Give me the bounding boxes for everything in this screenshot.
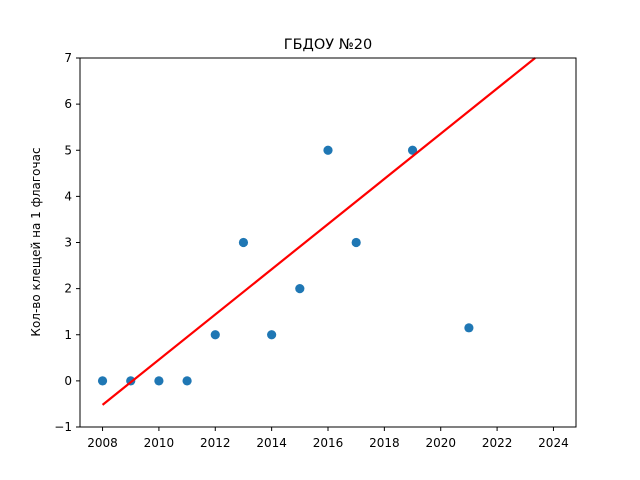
data-point — [154, 376, 164, 386]
data-point — [351, 237, 361, 248]
data-point — [97, 376, 108, 386]
plot-area — [97, 57, 536, 406]
y-tick-label: 1 — [64, 328, 72, 342]
x-tick-label: 2008 — [87, 436, 118, 450]
x-tick-label: 2010 — [144, 436, 175, 450]
data-point — [267, 330, 277, 340]
data-point — [407, 145, 418, 155]
y-tick-label: 7 — [64, 51, 72, 65]
y-tick-label: 5 — [64, 143, 72, 157]
x-tick-label: 2014 — [256, 436, 287, 450]
y-axis: −1 0 1 2 3 4 5 6 7 — [54, 51, 80, 434]
y-tick-label: 3 — [64, 236, 72, 250]
y-axis-label: Кол-во клещей на 1 флагочас — [29, 147, 43, 336]
data-point — [323, 145, 333, 155]
data-point — [210, 330, 220, 340]
y-tick-label: −1 — [54, 420, 72, 434]
x-tick-label: 2018 — [369, 436, 400, 450]
data-point — [464, 323, 474, 333]
data-point — [295, 284, 305, 294]
x-tick-label: 2016 — [313, 436, 344, 450]
trend-line — [101, 57, 536, 406]
x-tick-label: 2024 — [538, 436, 569, 450]
x-axis: 2008 2010 2012 2014 2016 2018 2020 2022 2024 — [87, 427, 569, 450]
y-tick-label: 0 — [64, 374, 72, 388]
x-tick-label: 2020 — [425, 436, 456, 450]
y-tick-label: 4 — [64, 189, 72, 203]
x-tick-label: 2022 — [482, 436, 513, 450]
data-point — [182, 376, 192, 386]
data-point — [238, 237, 249, 248]
y-tick-label: 6 — [64, 97, 72, 111]
chart-title: ГБДОУ №20 — [284, 37, 373, 53]
y-tick-label: 2 — [64, 282, 72, 296]
x-tick-label: 2012 — [200, 436, 231, 450]
